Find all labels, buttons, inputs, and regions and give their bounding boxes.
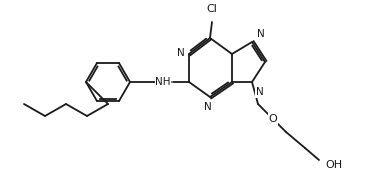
Text: N: N — [204, 102, 212, 112]
Text: Cl: Cl — [207, 4, 218, 14]
Text: N: N — [177, 48, 185, 58]
Text: NH: NH — [155, 77, 171, 87]
Text: OH: OH — [325, 160, 342, 170]
Text: N: N — [257, 29, 265, 39]
Text: N: N — [256, 87, 264, 97]
Text: O: O — [269, 114, 277, 124]
